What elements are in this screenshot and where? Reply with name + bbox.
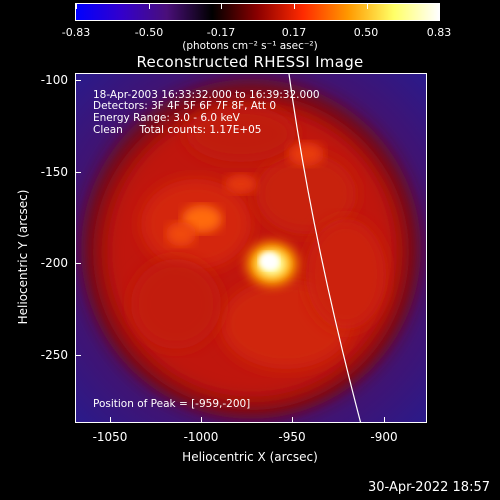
- colorbar-units: (photons cm⁻² s⁻¹ asec⁻²): [182, 40, 318, 52]
- y-tick-label: -200: [40, 256, 68, 270]
- colorbar-label: 0.50: [353, 26, 379, 39]
- x-tick: [292, 417, 293, 423]
- colorbar-label: -0.17: [206, 26, 236, 39]
- timestamp: 30-Apr-2022 18:57: [368, 480, 490, 495]
- x-tick-label: -1000: [183, 430, 219, 444]
- y-tick-label: -150: [40, 165, 68, 179]
- x-tick-label: -900: [370, 430, 398, 444]
- x-tick-label: -950: [278, 430, 306, 444]
- energy-range-text: Energy Range: 3.0 - 6.0 keV: [93, 112, 240, 124]
- y-axis-title: Heliocentric Y (arcsec): [16, 189, 30, 325]
- plot-title: Reconstructed RHESSI Image: [136, 53, 364, 71]
- colorbar-label: 0.17: [281, 26, 307, 39]
- colorbar-label: 0.83: [426, 26, 452, 39]
- y-tick: [75, 263, 81, 264]
- x-tick-label: -1050: [92, 430, 128, 444]
- detectors-text: Detectors: 3F 4F 5F 6F 7F 8F, Att 0: [93, 100, 277, 112]
- x-tick: [110, 417, 111, 423]
- colorbar-label: -0.83: [61, 26, 91, 39]
- y-tick: [75, 172, 81, 173]
- x-tick: [201, 417, 202, 423]
- rhessi-image: [75, 73, 427, 423]
- y-tick: [75, 355, 81, 356]
- time-range-text: 18-Apr-2003 16:33:32.000 to 16:39:32.000: [93, 89, 320, 101]
- colorbar: [75, 3, 440, 21]
- clean-counts-text: Clean Total counts: 1.17E+05: [93, 124, 262, 136]
- y-tick: [75, 80, 81, 81]
- y-tick-label: -100: [40, 73, 68, 87]
- rhessi-image-svg: [76, 74, 426, 422]
- solar-limb-line: [288, 74, 362, 422]
- x-tick: [384, 417, 385, 423]
- colorbar-label: -0.50: [134, 26, 164, 39]
- y-tick-label: -250: [40, 348, 68, 362]
- x-axis-title: Heliocentric X (arcsec): [182, 450, 318, 464]
- peak-position-text: Position of Peak = [-959,-200]: [93, 398, 251, 410]
